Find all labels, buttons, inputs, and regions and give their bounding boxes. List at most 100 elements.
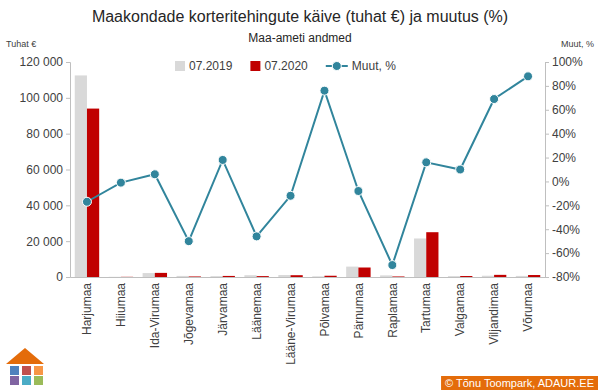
x-tick: Viljandimaa <box>487 277 501 345</box>
x-tick: Võrumaa <box>521 277 535 332</box>
y-tick-label: 40 000 <box>26 199 63 213</box>
y2-axis: -80% -60% -40% -20% 0% 20% 40% 60% 80% 100% <box>545 55 583 284</box>
bar <box>87 109 99 277</box>
logo-piece <box>34 376 43 385</box>
logo-piece <box>22 366 31 375</box>
marker <box>354 187 363 196</box>
x-tick-label: Põlvamaa <box>318 283 332 337</box>
bar <box>143 273 155 277</box>
bar <box>482 276 494 277</box>
y-tick-label: 20 000 <box>26 235 63 249</box>
line <box>87 76 528 265</box>
x-tick: Lääne-Virumaa <box>284 277 298 365</box>
y2-tick-label: -80% <box>552 270 580 284</box>
y2-tick: 0% <box>545 175 570 189</box>
bar <box>426 232 438 277</box>
y2-tick-label: -60% <box>552 246 580 260</box>
y2-axis-title: Muut, % <box>561 39 594 49</box>
x-tick-label: Raplamaa <box>386 283 400 338</box>
x-tick: Tartumaa <box>419 277 433 333</box>
credit-background <box>441 376 598 390</box>
marker <box>184 237 193 246</box>
marker <box>82 197 91 206</box>
credit: © Tõnu Toompark, ADAUR.EE <box>445 377 594 389</box>
legend-label: Muut, % <box>352 59 396 73</box>
bar <box>155 273 167 277</box>
y2-tick: -80% <box>545 270 580 284</box>
y2-tick-mark <box>545 134 549 135</box>
subtitle: Maa-ameti andmed <box>248 31 351 45</box>
plot-area <box>75 72 541 277</box>
y2-tick: 80% <box>545 79 576 93</box>
bar <box>494 275 506 277</box>
bar <box>346 267 358 277</box>
x-axis: HarjumaaHiiumaaIda-VirumaaJõgevamaaJärva… <box>71 277 546 365</box>
x-tick-label: Pärnumaa <box>352 283 366 339</box>
x-tick-label: Valgamaa <box>453 283 467 336</box>
bar <box>516 276 528 277</box>
bar <box>291 275 303 277</box>
x-tick-label: Lääne-Virumaa <box>284 283 298 365</box>
bar <box>177 276 189 277</box>
marker <box>286 191 295 200</box>
marker <box>524 72 533 81</box>
y-tick-mark <box>66 134 70 135</box>
y-tick: 0 <box>56 270 70 284</box>
legend-item: 07.2019 <box>175 59 233 73</box>
y-axis-line <box>66 63 71 278</box>
x-tick-label: Järvamaa <box>216 283 230 336</box>
logo-roof <box>6 348 44 364</box>
y2-tick: 40% <box>545 127 576 141</box>
bar <box>244 275 256 277</box>
y2-tick-mark <box>545 110 549 111</box>
x-tick: Jõgevamaa <box>182 277 196 345</box>
bar-series <box>75 75 528 277</box>
title: Maakondade korteritehingute käive (tuhat… <box>92 8 508 25</box>
y2-tick-label: 40% <box>552 127 576 141</box>
y2-tick: 100% <box>545 55 583 69</box>
y-tick-label: 80 000 <box>26 127 63 141</box>
marker <box>252 232 261 241</box>
x-tick: Pärnumaa <box>352 277 366 338</box>
x-tick: Põlvamaa <box>318 277 332 336</box>
bar <box>75 75 87 277</box>
bar <box>278 275 290 277</box>
marker <box>116 178 125 187</box>
y2-tick-label: 80% <box>552 79 576 93</box>
x-tick: Läänemaa <box>250 277 264 340</box>
y-tick: 40 000 <box>26 199 70 213</box>
x-tick-label: Viljandimaa <box>487 283 501 345</box>
y2-tick-label: 100% <box>552 55 583 69</box>
y2-tick-mark <box>545 86 549 87</box>
y2-tick-mark <box>545 253 549 254</box>
x-tick: Harjumaa <box>80 277 94 335</box>
y-tick-mark <box>66 205 70 206</box>
y2-tick-mark <box>545 205 549 206</box>
y2-tick-label: 60% <box>552 103 576 117</box>
marker <box>320 86 329 95</box>
legend: 07.2019 07.2020 Muut, % <box>175 59 396 73</box>
y2-tick-label: 20% <box>552 151 576 165</box>
marker <box>456 165 465 174</box>
x-tick-label: Jõgevamaa <box>182 283 196 345</box>
y2-tick: -20% <box>545 199 580 213</box>
y-tick: 60 000 <box>26 163 70 177</box>
logo-piece <box>22 376 31 385</box>
logo <box>6 348 44 385</box>
bar <box>358 268 370 277</box>
y2-tick-mark <box>545 229 549 230</box>
y-axis: 020 00040 00060 00080 000100 000120 000 <box>20 55 71 284</box>
bar <box>414 238 426 277</box>
legend-symbol <box>250 61 260 71</box>
bar <box>380 275 392 277</box>
x-tick: Järvamaa <box>216 277 230 336</box>
y-tick-mark <box>66 170 70 171</box>
y2-tick: -40% <box>545 223 580 237</box>
marker <box>422 158 431 167</box>
y-tick-mark <box>66 277 70 278</box>
legend-item: 07.2020 <box>250 59 308 73</box>
x-tick-label: Läänemaa <box>250 283 264 340</box>
legend-symbol <box>175 61 185 71</box>
marker <box>218 155 227 164</box>
y-tick-mark <box>66 62 70 63</box>
